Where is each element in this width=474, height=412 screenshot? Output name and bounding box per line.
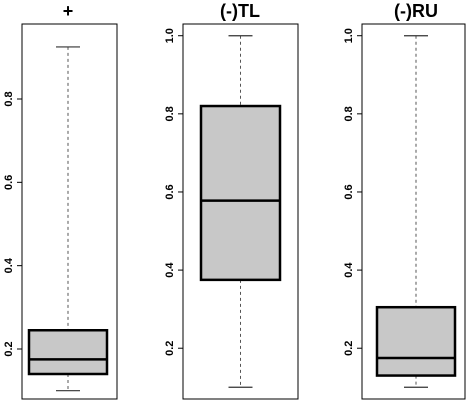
iqr-box <box>199 104 282 282</box>
y-tick-label: 0.2 <box>3 341 15 356</box>
y-tick-label: 0.4 <box>3 257 15 273</box>
iqr-box <box>27 329 109 376</box>
y-tick-label: 0.4 <box>164 262 176 278</box>
y-tick-label: 1.0 <box>164 28 176 43</box>
boxplot-panel-2: (-)TL 0.2 0.4 0.6 0.8 1.0 <box>164 1 299 400</box>
panel-frame <box>21 23 118 400</box>
panel-title: (-)TL <box>220 1 260 21</box>
y-tick-label: 0.8 <box>343 106 355 121</box>
panel-title: + <box>63 1 74 21</box>
y-tick-label: 0.8 <box>3 91 15 106</box>
boxplot-panel-1: +0.2 0.4 0.6 0.8 <box>3 1 118 400</box>
y-tick-label: 0.2 <box>164 341 176 356</box>
y-tick-label: 0.2 <box>343 341 355 356</box>
panel-frame <box>182 23 299 400</box>
y-tick-label: 0.4 <box>343 262 355 278</box>
panel-frame <box>361 23 466 400</box>
boxplot-panel-3: (-)RU 0.2 0.4 0.6 0.8 1.0 <box>343 1 466 400</box>
iqr-box <box>375 305 457 377</box>
y-tick-label: 0.8 <box>164 106 176 121</box>
y-tick-label: 0.6 <box>343 184 355 199</box>
y-tick-label: 0.6 <box>3 175 15 190</box>
y-tick-label: 1.0 <box>343 28 355 43</box>
panel-title: (-)RU <box>394 1 438 21</box>
y-tick-label: 0.6 <box>164 184 176 199</box>
